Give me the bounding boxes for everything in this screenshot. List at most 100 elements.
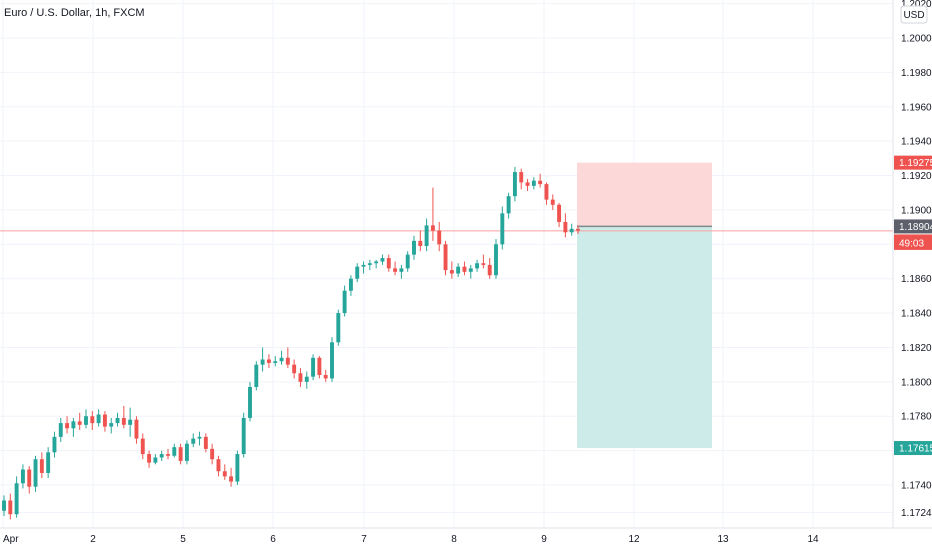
candle-body: [576, 228, 580, 231]
candle-body: [525, 182, 530, 186]
position-tool[interactable]: [577, 162, 712, 449]
candle-body: [20, 469, 25, 484]
candle-body: [184, 443, 189, 461]
candle-body: [2, 500, 6, 511]
candle-body: [77, 421, 82, 425]
time-tick-label: 2: [90, 534, 96, 545]
currency-badge-frame: [900, 5, 928, 24]
time-tick-label: 7: [361, 534, 367, 545]
candle-body: [14, 483, 19, 515]
candle-body: [178, 447, 183, 461]
stop-loss-zone[interactable]: [577, 162, 712, 227]
candle-body: [456, 266, 461, 274]
price-tag-countdown: [894, 235, 932, 250]
candle-body: [557, 204, 562, 222]
candle-body: [393, 268, 398, 272]
candle-body: [109, 423, 114, 427]
price-tag-label-entry: 1.18904: [899, 222, 932, 233]
candle-body: [304, 376, 309, 382]
candle-body: [405, 254, 410, 269]
currency-label: USD: [903, 10, 924, 21]
candle-body: [96, 414, 101, 424]
candle-body: [46, 452, 51, 473]
candle-body: [210, 448, 215, 460]
price-tick-label: 1.17240: [901, 508, 932, 519]
time-tick-label: 13: [717, 534, 729, 545]
candle-body: [361, 264, 366, 267]
candle-body: [430, 225, 435, 231]
candle-body: [348, 278, 353, 291]
time-tick-label: 6: [270, 534, 276, 545]
symbol-title[interactable]: Euro / U.S. Dollar, 1h, FXCM: [4, 7, 145, 19]
candle-body: [475, 263, 480, 269]
candle-body: [342, 290, 347, 314]
price-tag-stop: [894, 155, 932, 170]
candle-body: [481, 263, 486, 265]
candle-body: [115, 417, 120, 424]
candle-body: [65, 423, 70, 429]
candle-body: [279, 357, 284, 362]
candle-body: [27, 469, 32, 487]
price-tick-label: 1.19000: [901, 205, 932, 216]
candle-body: [468, 268, 473, 272]
price-tick-label: 1.18200: [901, 343, 932, 354]
candle-body: [266, 359, 271, 363]
candle-body: [33, 459, 38, 487]
price-axis-bg: [893, 0, 932, 528]
candle-body: [538, 180, 543, 185]
grid: [0, 0, 893, 528]
price-tick-label: 1.18400: [901, 309, 932, 320]
price-tick-label: 1.20200: [901, 0, 932, 10]
candle-body: [449, 270, 454, 274]
price-tick-label: 1.19200: [901, 171, 932, 182]
candle-body: [197, 436, 202, 439]
candle-body: [292, 364, 297, 374]
price-tag-label-target: 1.17615: [899, 444, 932, 455]
candle-body: [519, 172, 524, 183]
candle-body: [235, 454, 240, 482]
price-tick-label: 1.18600: [901, 274, 932, 285]
time-axis[interactable]: Apr 2 5 6 7 8 9 12 13 14: [0, 527, 932, 545]
price-tick-label: 1.17800: [901, 412, 932, 423]
candle-body: [248, 387, 252, 418]
candle-body: [71, 421, 76, 429]
candle-body: [285, 357, 290, 365]
candle-body: [336, 313, 341, 343]
candle-body: [241, 417, 246, 455]
time-tick-label: 12: [628, 534, 640, 545]
candle-body: [298, 373, 303, 382]
price-tick-label: 1.19600: [901, 102, 932, 113]
price-tick-label: 1.20000: [901, 34, 932, 45]
candle-body: [355, 266, 360, 279]
candle-body: [437, 230, 442, 245]
candle-body: [203, 436, 208, 449]
candle-body: [487, 264, 492, 276]
time-tick-label: Apr: [3, 534, 19, 545]
candle-body: [128, 419, 133, 425]
take-profit-zone[interactable]: [577, 226, 712, 449]
candle-body: [506, 196, 511, 214]
candle-body: [52, 436, 57, 453]
price-tick-label: 1.19400: [901, 137, 932, 148]
candle-body: [330, 342, 334, 379]
candle-body: [494, 244, 498, 276]
candle-body: [550, 199, 555, 205]
candle-body: [102, 414, 107, 427]
candle-body: [254, 364, 259, 388]
candle-body: [8, 500, 13, 515]
candle-body: [531, 180, 536, 186]
candle-body: [418, 240, 423, 247]
candle-body: [544, 184, 549, 200]
candle-body: [121, 417, 126, 425]
candle-body: [191, 438, 196, 444]
price-tick-label: 1.17400: [901, 481, 932, 492]
candle-body: [134, 419, 139, 439]
candle-body: [172, 447, 177, 456]
candle-body: [386, 258, 391, 269]
candle-body: [317, 357, 322, 375]
candle-body: [569, 228, 574, 233]
candle-body: [147, 454, 152, 463]
currency-badge[interactable]: USD: [900, 5, 928, 24]
